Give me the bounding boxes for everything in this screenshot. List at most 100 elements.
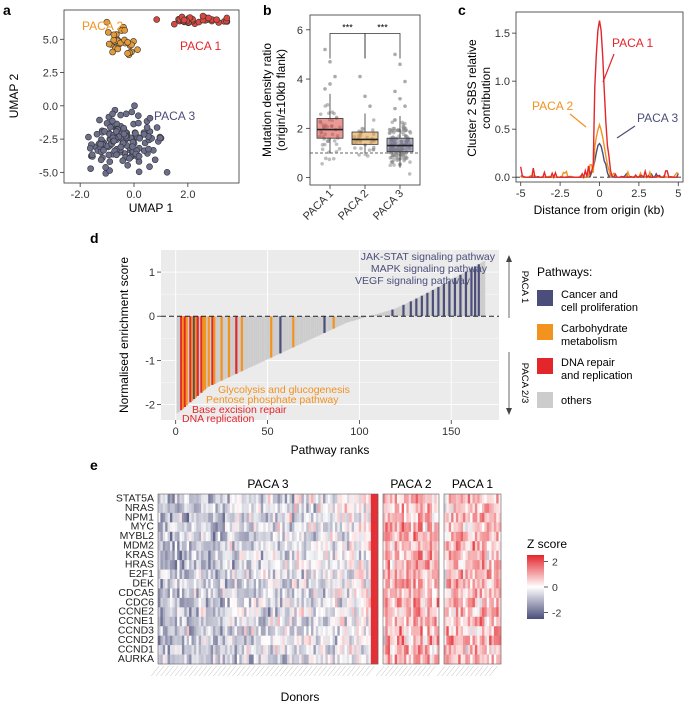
heatmap-cell — [179, 512, 183, 523]
heatmap-cell — [337, 560, 341, 570]
umap-point — [109, 48, 116, 56]
heatmap-cell — [208, 569, 211, 580]
heatmap-cell — [268, 541, 271, 551]
heatmap-cell — [208, 494, 211, 504]
heatmap-cell — [408, 569, 412, 580]
heatmap-cell — [172, 512, 176, 523]
enrichment-bar-others — [362, 316, 364, 319]
heatmap-cell — [217, 560, 221, 570]
heatmap-cell — [420, 522, 423, 533]
heatmap-cell — [392, 503, 395, 514]
heatmap-cell — [299, 541, 302, 551]
heatmap-cell — [451, 635, 454, 646]
heatmap-cell — [484, 579, 488, 589]
heatmap-cell — [467, 512, 471, 523]
heatmap-cell — [332, 522, 336, 533]
heatmap-cell — [434, 626, 437, 636]
boxplot-outlier-point — [398, 62, 402, 67]
enrichment-bar-others — [411, 300, 414, 317]
heatmap-cell — [330, 494, 333, 504]
heatmap-cell — [291, 560, 295, 570]
heatmap-cell — [470, 635, 473, 646]
heatmap-cell — [458, 560, 461, 570]
heatmap-cell — [363, 607, 367, 618]
heatmap-cell — [425, 550, 428, 561]
heatmap-cell — [296, 579, 300, 589]
heatmap-cell — [390, 560, 393, 570]
heatmap-cell — [239, 626, 242, 636]
heatmap-cell — [167, 541, 171, 551]
heatmap-cell — [301, 626, 305, 636]
donor-tick — [280, 665, 289, 677]
enrichment-bar-cancer — [453, 277, 457, 317]
heatmap-cell — [489, 579, 492, 589]
heatmap-cell — [334, 503, 338, 514]
heatmap-cell — [251, 654, 254, 665]
heatmap-cell — [196, 626, 199, 636]
heatmap-cell — [275, 560, 278, 570]
heatmap-cell — [248, 531, 252, 542]
heatmap-cell — [205, 522, 209, 533]
heatmap-cell — [222, 607, 226, 618]
heatmap-cell — [354, 626, 357, 636]
heatmap-cell — [279, 550, 283, 561]
heatmap-cell — [284, 541, 288, 551]
heatmap-cell — [268, 494, 271, 504]
legend-swatch-dna — [537, 358, 553, 374]
heatmap-cell — [289, 588, 293, 599]
heatmap-cell — [387, 645, 391, 655]
enrichment-bar-others — [253, 316, 256, 366]
heatmap-cell — [198, 531, 202, 542]
heatmap-cell — [413, 512, 416, 523]
heatmap-cell — [198, 541, 202, 551]
heatmap-cell — [265, 550, 269, 561]
heatmap-cell — [479, 569, 483, 580]
heatmap-cell — [344, 494, 348, 504]
boxplot-jitter-point — [408, 129, 412, 134]
umap-point — [128, 108, 136, 116]
heatmap-cell — [484, 541, 488, 551]
heatmap-cell — [420, 654, 423, 665]
heatmap-cell — [193, 550, 197, 561]
heatmap-cell — [470, 645, 473, 655]
umap-x-tick-label: 0.0 — [126, 189, 141, 201]
heatmap-cell — [470, 541, 473, 551]
heatmap-cell — [453, 645, 457, 655]
heatmap-cell — [258, 635, 262, 646]
heatmap-cell — [162, 579, 166, 589]
heatmap-cell — [408, 560, 412, 570]
heatmap-cell — [258, 522, 262, 533]
heatmap-cell — [308, 522, 312, 533]
heatmap-cell — [399, 645, 402, 655]
heatmap-cell — [432, 597, 435, 608]
heatmap-cell — [313, 512, 317, 523]
heatmap-cell — [358, 626, 362, 636]
heatmap-cell — [496, 645, 499, 655]
heatmap-cell — [349, 560, 352, 570]
heatmap-cell — [401, 607, 405, 618]
heatmap-cell — [177, 616, 180, 627]
enrichment-bar-others — [461, 273, 464, 317]
heatmap-cell — [361, 541, 364, 551]
heatmap-cell — [415, 550, 419, 561]
heatmap-cell — [172, 654, 176, 665]
heatmap-cell — [323, 550, 326, 561]
enrichment-x-tick-label: 50 — [261, 426, 273, 438]
heatmap-cell — [253, 654, 257, 665]
heatmap-cell — [425, 626, 428, 636]
heatmap-cell — [277, 635, 281, 646]
heatmap-cell — [169, 569, 173, 580]
heatmap-cell — [351, 550, 355, 561]
heatmap-cell — [320, 550, 324, 561]
heatmap-cell — [227, 626, 231, 636]
heatmap-cell — [213, 569, 216, 580]
heatmap-cell — [408, 645, 412, 655]
heatmap-cell — [418, 494, 421, 504]
heatmap-cell — [422, 503, 426, 514]
heatmap-cell — [446, 579, 450, 589]
heatmap-cell — [415, 616, 419, 627]
heatmap-cell — [474, 597, 478, 608]
heatmap-cell — [474, 588, 478, 599]
heatmap-cell — [162, 616, 166, 627]
heatmap-cell — [265, 512, 269, 523]
